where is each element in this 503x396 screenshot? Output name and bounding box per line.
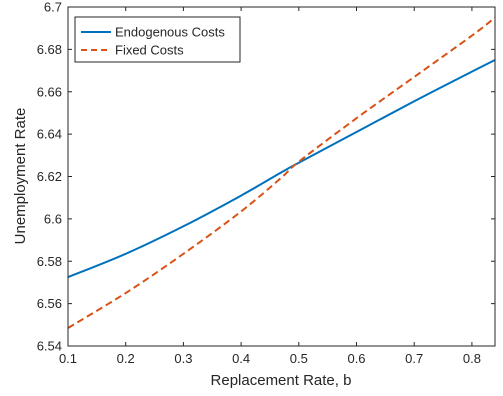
y-tick-label: 6.54 — [37, 339, 62, 354]
x-tick-label: 0.1 — [59, 351, 77, 366]
y-axis-label: Unemployment Rate — [12, 108, 29, 245]
series-layer — [67, 16, 496, 329]
y-tick-label: 6.68 — [37, 42, 62, 57]
y-tick-label: 6.6 — [44, 211, 62, 226]
series-line-fixed-costs — [67, 16, 496, 329]
y-tick-label: 6.56 — [37, 296, 62, 311]
legend: Endogenous Costs Fixed Costs — [74, 16, 241, 63]
x-tick-label: 0.8 — [463, 351, 481, 366]
series-line-endogenous-costs — [67, 59, 496, 279]
y-tick-label: 6.62 — [37, 169, 62, 184]
x-tick-label: 0.4 — [232, 351, 250, 366]
y-axis-ticks: 6.54 6.56 6.58 6.6 6.62 6.64 6.66 6.68 6.7 — [37, 0, 495, 354]
x-tick-label: 0.5 — [290, 351, 308, 366]
legend-box — [74, 16, 241, 63]
y-tick-label: 6.7 — [44, 0, 62, 15]
y-tick-label: 6.66 — [37, 84, 62, 99]
x-tick-label: 0.3 — [174, 351, 192, 366]
y-tick-label: 6.64 — [37, 127, 62, 142]
x-tick-label: 0.2 — [117, 351, 135, 366]
legend-label-fixed-costs: Fixed Costs — [115, 43, 184, 58]
x-tick-label: 0.7 — [405, 351, 423, 366]
x-tick-label: 0.6 — [347, 351, 365, 366]
x-axis-label: Replacement Rate, b — [211, 372, 352, 389]
y-tick-label: 6.58 — [37, 254, 62, 269]
x-axis-ticks: 0.1 0.2 0.3 0.4 0.5 0.6 0.7 0.8 — [59, 7, 481, 366]
plot-area — [68, 7, 495, 346]
legend-label-endogenous-costs: Endogenous Costs — [115, 25, 225, 40]
